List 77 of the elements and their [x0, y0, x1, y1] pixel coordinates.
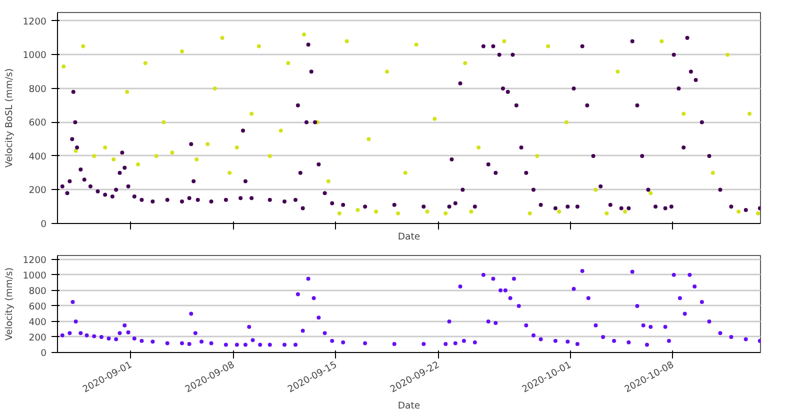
point [206, 142, 210, 146]
x-axis-title: Date [398, 232, 420, 242]
point [476, 146, 481, 150]
point [425, 210, 430, 214]
point [154, 154, 158, 158]
y-tick-label: 800 [28, 84, 47, 95]
y-tick-label: 0 [40, 219, 47, 230]
y-tick-label: 1200 [22, 254, 47, 266]
y-tick-label: 1000 [22, 50, 47, 62]
point [112, 157, 116, 162]
point [469, 210, 474, 214]
point [374, 210, 378, 214]
x-axis-title: Date [398, 400, 420, 412]
point [170, 150, 174, 155]
point [756, 211, 760, 216]
point [546, 44, 550, 48]
point [356, 208, 360, 212]
point [143, 61, 148, 66]
point [103, 146, 108, 150]
point [81, 44, 86, 48]
point [180, 49, 184, 54]
point [268, 154, 272, 158]
point [278, 128, 283, 133]
y-tick-label: 200 [28, 185, 47, 196]
point [604, 211, 609, 216]
point [726, 52, 730, 57]
point [414, 42, 418, 47]
point [682, 112, 686, 116]
point [396, 211, 400, 216]
point [557, 210, 562, 214]
point [62, 64, 66, 69]
y-tick-label: 600 [28, 301, 47, 312]
point [250, 112, 254, 116]
point [432, 116, 437, 121]
y-tick-label: 400 [28, 151, 47, 162]
y-axis-title: Velocity (mm/s) [4, 267, 15, 341]
point [337, 211, 342, 216]
point [286, 61, 290, 66]
point [220, 36, 224, 40]
point [528, 211, 532, 216]
point [623, 210, 628, 214]
point [256, 44, 261, 48]
point [535, 154, 540, 158]
point [366, 137, 371, 142]
y-tick-label: 600 [28, 118, 47, 129]
y-axis-title: Velocity BoSL (mm/s) [4, 68, 15, 168]
point [594, 188, 598, 192]
point [344, 39, 349, 44]
point [92, 154, 96, 158]
point [234, 146, 239, 150]
point [748, 112, 752, 116]
point [710, 170, 715, 175]
y-tick-label: 1000 [22, 270, 47, 282]
point [162, 120, 166, 124]
point [660, 39, 664, 44]
point [326, 179, 330, 184]
point [385, 70, 390, 74]
point [74, 148, 78, 153]
y-tick-label: 400 [28, 316, 47, 328]
point [403, 170, 408, 175]
point [463, 61, 468, 66]
point [616, 70, 620, 74]
point [228, 170, 232, 175]
point [502, 39, 506, 44]
point [136, 162, 140, 166]
point [212, 86, 217, 90]
point [125, 90, 130, 94]
point [302, 32, 306, 36]
point [648, 191, 653, 196]
point [444, 211, 448, 216]
point [564, 120, 568, 124]
point [194, 157, 199, 162]
y-tick-label: 1200 [22, 16, 47, 28]
y-tick-label: 800 [28, 286, 47, 297]
point [736, 210, 741, 214]
y-tick-label: 200 [28, 332, 47, 344]
y-tick-label: 0 [40, 348, 47, 359]
